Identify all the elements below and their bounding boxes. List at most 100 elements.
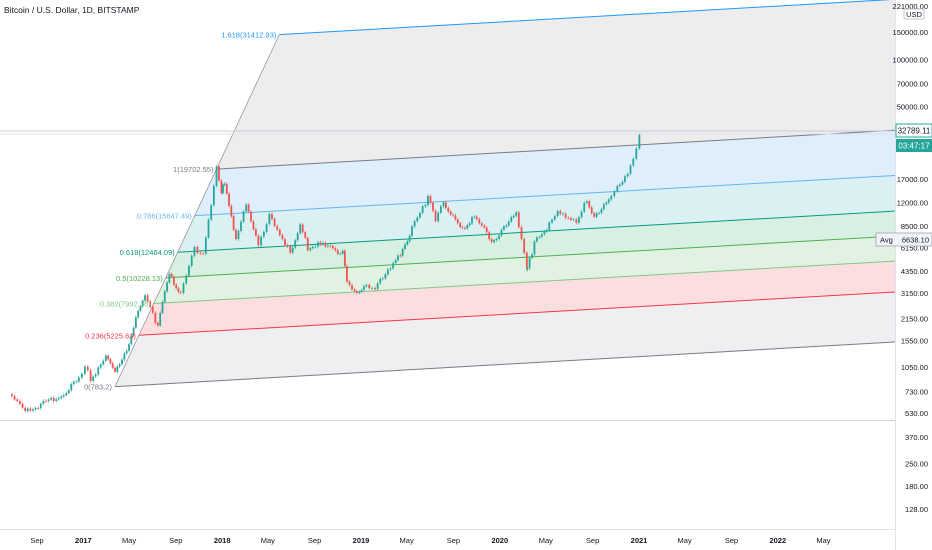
price-axis-tick-label: 100000.00: [893, 55, 928, 64]
price-candle-body: [32, 409, 34, 411]
currency-badge[interactable]: [903, 8, 925, 20]
price-candle-body: [618, 184, 621, 187]
fib-zone-0.382-0.5: [153, 236, 895, 304]
price-candle-body: [232, 216, 235, 230]
price-candle-body: [260, 236, 262, 246]
price-candle-body: [125, 350, 128, 354]
price-candle-body: [621, 181, 624, 185]
price-candle-body: [353, 289, 356, 292]
price-candle-body: [80, 373, 83, 378]
price-candle-body: [294, 240, 297, 248]
price-candle-body: [389, 268, 392, 270]
price-candle-body: [523, 239, 526, 253]
time-axis-tick-label: Sep: [308, 536, 321, 545]
price-axis-tick-label: 4350.00: [901, 267, 928, 276]
price-candle-body: [505, 225, 508, 227]
price-candle-body: [24, 407, 27, 411]
price-candle-body: [341, 250, 344, 254]
price-candle-body: [365, 284, 368, 287]
price-candle-body: [356, 291, 358, 293]
price-candle-body: [254, 229, 257, 236]
fib-level-0.236-line[interactable]: [138, 291, 896, 336]
price-candle-body: [163, 291, 166, 303]
price-candle-body: [379, 278, 382, 284]
price-candle-body: [464, 227, 466, 229]
price-candle-body: [154, 312, 157, 323]
price-candle-body: [166, 282, 168, 292]
price-candle-body: [478, 219, 481, 224]
fib-level-0.5-line[interactable]: [165, 235, 896, 279]
price-candle-body: [384, 274, 387, 279]
price-candle-body: [533, 241, 536, 255]
symbol-title: Bitcoin / U.S. Dollar, 1D, BITSTAMP: [4, 5, 140, 15]
price-candle-body: [399, 255, 402, 257]
price-candle-body: [146, 295, 149, 302]
time-axis-tick-label: 2017: [75, 536, 92, 545]
price-candle-body: [548, 222, 551, 230]
fib-channel-lines: [114, 0, 896, 388]
price-candle-body: [485, 227, 488, 233]
fib-level-0.382-label: 0.382(7992.16): [100, 300, 151, 309]
price-candle-body: [567, 217, 570, 219]
fib-level-1-label: 1(19702.55): [173, 165, 214, 174]
time-axis-labels[interactable]: Sep 2017 May Sep 2018 May Sep 2019 May Sep 2020 May…: [30, 536, 830, 545]
currency-badge-label: USD: [906, 10, 922, 19]
price-axis-tick-label: 3150.00: [901, 289, 928, 298]
price-candle-body: [394, 260, 397, 264]
price-candle-body: [624, 176, 626, 182]
price-candle-body: [265, 224, 268, 232]
price-candle-body: [141, 300, 144, 307]
price-candle-body: [500, 229, 503, 236]
price-candle-body: [449, 211, 452, 215]
price-candle-body: [553, 216, 556, 220]
price-candle-body: [404, 244, 406, 249]
price-candle-body: [381, 278, 384, 280]
price-candle-body: [212, 186, 215, 206]
fib-level-1.618-line[interactable]: [279, 0, 895, 36]
price-candle-body: [392, 263, 394, 269]
fib-level-1-line[interactable]: [216, 129, 896, 170]
fib-level-0.618-line[interactable]: [177, 210, 896, 253]
price-candle-body: [271, 213, 273, 219]
price-candle-body: [452, 214, 454, 216]
price-axis-tick-label: 70000.00: [897, 80, 928, 89]
price-candle-body: [437, 212, 440, 222]
price-candle-body: [488, 232, 491, 240]
price-candle-body: [173, 276, 175, 285]
price-candle-body: [220, 180, 223, 194]
price-candle-body: [406, 241, 409, 245]
price-axis-tick-label: 12000.00: [897, 199, 928, 208]
price-candle-body: [132, 327, 135, 336]
avg-badge[interactable]: [875, 232, 932, 247]
price-candle-body: [242, 211, 245, 222]
price-candle-body: [11, 394, 13, 397]
price-candle-body: [512, 215, 515, 218]
price-axis[interactable]: [895, 0, 932, 550]
price-candle-body: [368, 284, 371, 289]
price-candle-body: [159, 312, 162, 326]
price-candle-body: [102, 360, 105, 365]
price-candle-body: [57, 398, 60, 400]
avg-badge-value: 6638.10: [902, 236, 929, 245]
price-candle-body: [454, 215, 457, 220]
fib-level-0.5-label: 0.5(10228.13): [116, 274, 163, 283]
price-candle-body: [551, 219, 553, 223]
price-candle-body: [432, 202, 434, 211]
price-candle-body: [459, 223, 462, 228]
price-candle-body: [175, 284, 178, 289]
last-price-value: 32789.11: [898, 127, 931, 136]
fib-level-0-line[interactable]: [114, 341, 896, 388]
price-candle-body: [179, 291, 182, 293]
price-candle-body: [578, 217, 580, 223]
fib-trend-line[interactable]: [114, 34, 280, 387]
price-axis-tick-label: 1050.00: [901, 363, 928, 372]
price-candle-body: [473, 216, 476, 218]
price-candle-body: [45, 400, 47, 402]
fib-level-0.382-line[interactable]: [153, 260, 896, 305]
price-candle-body: [360, 289, 363, 292]
fib-level-0.786-line[interactable]: [194, 174, 896, 217]
price-candle-body: [114, 367, 116, 372]
price-candle-body: [139, 306, 142, 311]
fib-zone-0.618-0.786: [177, 175, 896, 253]
